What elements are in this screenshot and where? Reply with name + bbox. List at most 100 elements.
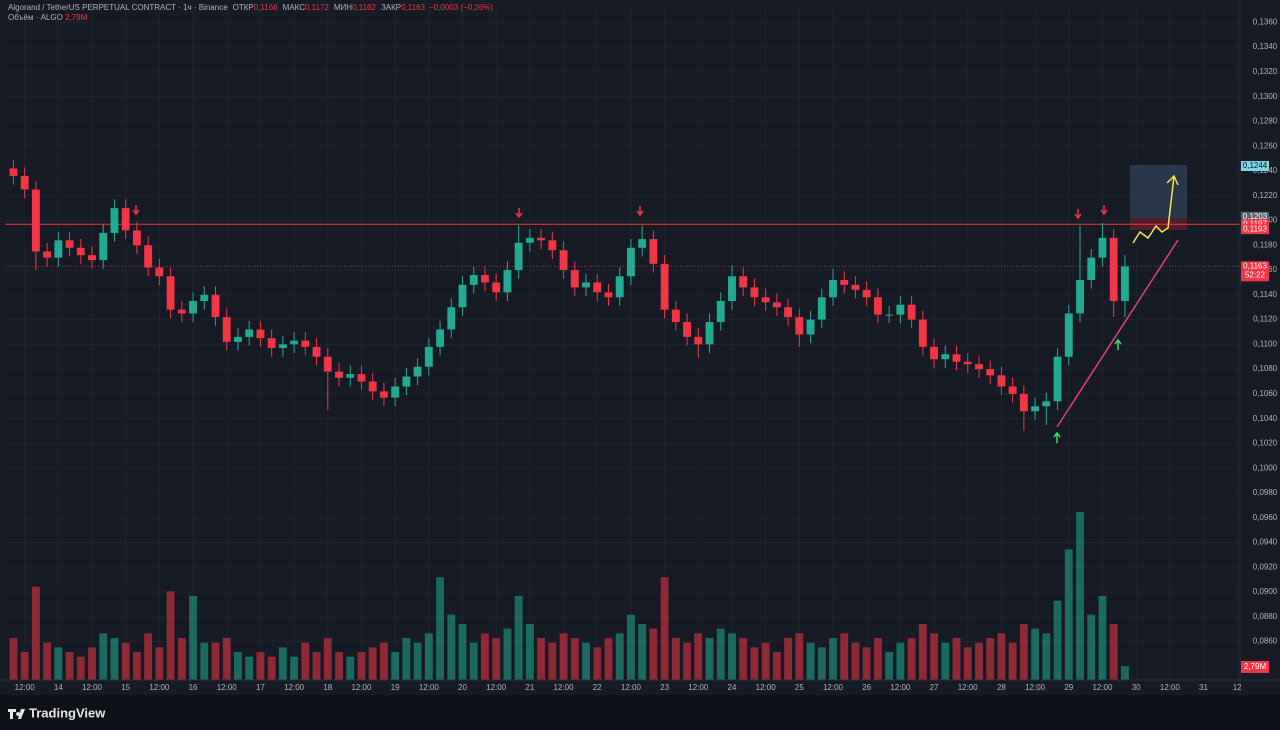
y-tick-label: 0,0880 [1253, 612, 1278, 621]
candle-body [144, 245, 153, 268]
volume-bar [99, 633, 108, 680]
candle-body [368, 381, 377, 392]
candle-body [346, 374, 355, 378]
price-label-bg [1241, 161, 1269, 172]
candle-body [1031, 406, 1040, 412]
candle-body [31, 189, 40, 252]
candle-body [278, 344, 287, 349]
candle-body [683, 322, 691, 337]
candle-body [301, 340, 310, 347]
candle-body [65, 240, 74, 248]
y-tick-label: 0,1040 [1253, 414, 1278, 423]
volume-bar [739, 638, 748, 680]
candle-body [514, 242, 523, 271]
volume-bar [54, 647, 63, 680]
volume-bar [862, 647, 871, 680]
candle-body [537, 237, 546, 241]
x-tick-label: 29 [1064, 683, 1073, 692]
volume-bar [593, 647, 602, 680]
x-tick-label: 12:00 [351, 683, 372, 692]
candle-body [604, 292, 613, 298]
candle-body [166, 276, 175, 310]
x-tick-label: 22 [593, 683, 602, 692]
candle-body [918, 319, 927, 347]
candle-body [503, 270, 512, 293]
projection-arrow-head [1166, 174, 1179, 186]
y-tick-label: 0,1320 [1253, 67, 1278, 76]
x-tick-label: 25 [795, 683, 804, 692]
x-tick-label: 16 [189, 683, 198, 692]
candle-body [1120, 266, 1129, 302]
x-tick-label: 12:00 [149, 683, 170, 692]
down-arrow [1074, 209, 1082, 220]
x-tick-label: 12:00 [486, 683, 507, 692]
down-arrow [1100, 205, 1108, 216]
volume-bar [638, 624, 647, 680]
price-label-bg [1241, 211, 1269, 222]
volume-bar [986, 638, 995, 680]
volume-bar [784, 638, 793, 680]
x-tick-label: 17 [256, 683, 265, 692]
x-tick-label: 27 [930, 683, 939, 692]
volume-bar [469, 642, 478, 680]
candle-body [548, 240, 557, 251]
volume-bar [671, 638, 680, 680]
volume-bar [256, 652, 265, 680]
volume-bar [1109, 624, 1118, 680]
ohlc-label: ОТКР [233, 3, 254, 12]
candle-body [99, 232, 108, 261]
x-tick-label: 28 [997, 683, 1006, 692]
y-tick-label: 0,1180 [1253, 240, 1277, 249]
volume-bar [626, 614, 635, 680]
y-tick-label: 0,1080 [1253, 364, 1278, 373]
price-label: 0,1244 [1243, 161, 1268, 170]
volume-bar [1008, 642, 1017, 680]
y-tick-label: 0,1140 [1253, 290, 1277, 299]
candle-body [357, 374, 366, 382]
volume-bar [1087, 614, 1096, 680]
volume-bar [806, 642, 815, 680]
volume-bar [761, 642, 770, 680]
volume-bar [391, 652, 400, 680]
volume-bar [447, 614, 456, 680]
volume-bar [851, 642, 860, 680]
y-tick-label: 0,1340 [1253, 42, 1278, 51]
x-tick-label: 12:00 [554, 683, 575, 692]
trend-line [1056, 239, 1179, 428]
x-tick-label: 12:00 [1025, 683, 1046, 692]
volume-bar [795, 633, 804, 680]
volume-bar [941, 642, 950, 680]
x-tick-label: 24 [728, 683, 737, 692]
volume-bar [155, 647, 164, 680]
x-tick-label: 12:00 [15, 683, 36, 692]
candle-body [570, 270, 579, 288]
volume-title: Объём · ALGO [8, 13, 63, 22]
candle-body [963, 361, 972, 365]
candle-body [43, 251, 52, 258]
candle-body [615, 276, 624, 298]
volume-pane [9, 512, 1129, 680]
ohlc-value: 0,1172 [305, 3, 329, 12]
candles [9, 159, 1129, 432]
volume-bar [829, 638, 837, 680]
candle-body [290, 340, 299, 345]
y-tick-label: 0,1000 [1253, 463, 1278, 472]
volume-bar [222, 638, 231, 680]
candle-body [312, 346, 321, 357]
x-tick-label: 31 [1199, 683, 1208, 692]
candle-body [626, 247, 635, 277]
volume-bar [1053, 600, 1062, 680]
candle-body [896, 304, 905, 315]
volume-bar [559, 633, 568, 680]
x-tick-label: 12:00 [621, 683, 642, 692]
y-tick-label: 0,0980 [1253, 488, 1278, 497]
y-tick-label: 0,0920 [1253, 562, 1278, 571]
candle-body [1098, 237, 1107, 258]
footer [0, 695, 1280, 730]
volume-bar [335, 652, 343, 680]
candle-body [335, 371, 343, 378]
x-tick-label: 12 [1233, 683, 1242, 692]
volume-bar [1019, 624, 1028, 680]
candle-body [851, 284, 860, 290]
brand-logo [8, 709, 25, 719]
